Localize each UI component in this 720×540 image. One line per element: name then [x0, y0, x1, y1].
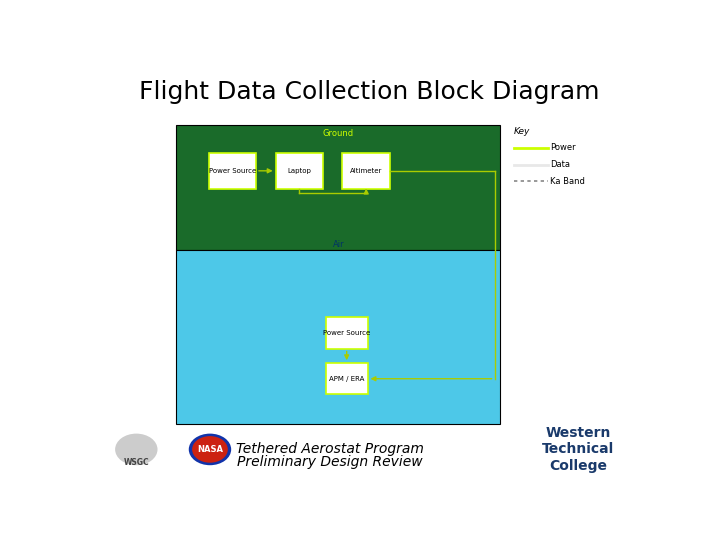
Bar: [209, 153, 256, 188]
Text: Ka Band: Ka Band: [550, 177, 585, 186]
Text: WSGC: WSGC: [124, 458, 149, 467]
Text: Power Source: Power Source: [323, 330, 370, 336]
Text: Air: Air: [333, 240, 344, 249]
Text: Power: Power: [550, 144, 576, 152]
Text: Flight Data Collection Block Diagram: Flight Data Collection Block Diagram: [139, 80, 599, 104]
Text: Tethered Aerostat Program: Tethered Aerostat Program: [236, 442, 424, 456]
Text: Key: Key: [514, 127, 531, 136]
Text: NASA: NASA: [197, 445, 223, 454]
Bar: [176, 125, 500, 250]
Text: Power Source: Power Source: [209, 168, 256, 174]
Text: Altimeter: Altimeter: [350, 168, 382, 174]
Circle shape: [192, 436, 228, 463]
Bar: [343, 153, 390, 188]
Bar: [276, 153, 323, 188]
Bar: [176, 250, 500, 424]
Text: APM / ERA: APM / ERA: [329, 376, 364, 382]
Text: Western
Technical
College: Western Technical College: [542, 426, 614, 472]
Text: Laptop: Laptop: [287, 168, 311, 174]
Text: Ground: Ground: [323, 129, 354, 138]
Text: Data: Data: [550, 160, 570, 169]
Bar: [325, 363, 368, 394]
Text: Preliminary Design Review: Preliminary Design Review: [237, 455, 423, 469]
Bar: [325, 318, 368, 349]
Circle shape: [189, 434, 231, 465]
Circle shape: [115, 434, 158, 465]
